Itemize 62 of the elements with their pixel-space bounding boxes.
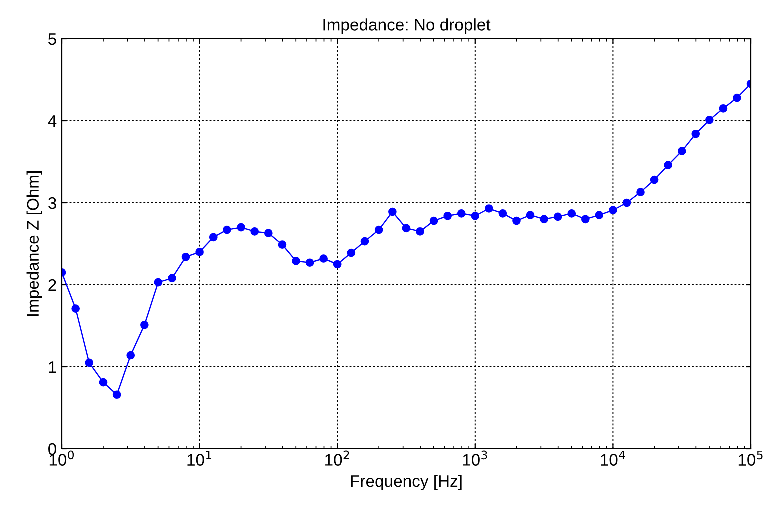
point <box>540 215 548 224</box>
point <box>471 212 480 220</box>
point <box>347 248 356 258</box>
x-axis-title: Frequency [Hz] <box>351 474 462 490</box>
point <box>402 224 411 233</box>
point <box>126 351 136 360</box>
y-tick-label: 5 <box>48 34 56 46</box>
x-tick-label: 10$^{2}$ <box>326 450 350 466</box>
y-tick-label: 4 <box>48 116 57 128</box>
point <box>733 94 742 102</box>
point <box>636 188 645 197</box>
point <box>678 147 686 156</box>
point <box>664 161 672 170</box>
point <box>444 212 452 220</box>
point <box>360 237 370 246</box>
point <box>278 240 287 249</box>
point <box>498 209 508 218</box>
point <box>320 254 328 263</box>
point <box>512 216 521 226</box>
point <box>650 176 659 184</box>
x-tick-label: 10$^{3}$ <box>463 450 488 466</box>
point <box>609 206 618 215</box>
x-tick-label: 10$^{4}$ <box>601 450 626 466</box>
y-tick-label: 1 <box>49 362 56 374</box>
point <box>209 233 218 242</box>
point <box>526 211 535 220</box>
point <box>99 378 108 387</box>
chart-title: Impedance: No droplet <box>324 18 491 34</box>
point <box>457 209 466 218</box>
point <box>250 228 260 236</box>
point <box>705 116 714 124</box>
point <box>237 223 246 232</box>
x-tick-label: 10$^{5}$ <box>738 450 763 466</box>
point <box>581 215 590 224</box>
point <box>85 358 94 368</box>
point <box>154 278 163 287</box>
point <box>416 228 424 236</box>
point <box>333 260 342 269</box>
point <box>264 229 273 238</box>
point <box>692 130 700 138</box>
point <box>374 226 384 234</box>
point <box>112 390 122 400</box>
point <box>554 212 562 222</box>
point <box>306 258 314 268</box>
point <box>388 208 397 216</box>
point <box>485 204 494 213</box>
x-tick-label: 10$^{1}$ <box>188 450 212 466</box>
point <box>72 304 80 313</box>
point <box>182 252 190 262</box>
point <box>622 198 632 208</box>
point <box>140 321 149 330</box>
point <box>168 274 176 283</box>
point <box>568 209 576 218</box>
point <box>595 211 604 220</box>
point <box>292 257 300 266</box>
point <box>719 104 728 113</box>
point <box>196 248 204 256</box>
point <box>223 226 232 234</box>
point <box>430 216 438 226</box>
y-tick-label: 3 <box>48 197 56 210</box>
y-tick-label: 2 <box>48 279 56 292</box>
y-axis-title: Impedance Z [Ohm] <box>26 172 42 316</box>
